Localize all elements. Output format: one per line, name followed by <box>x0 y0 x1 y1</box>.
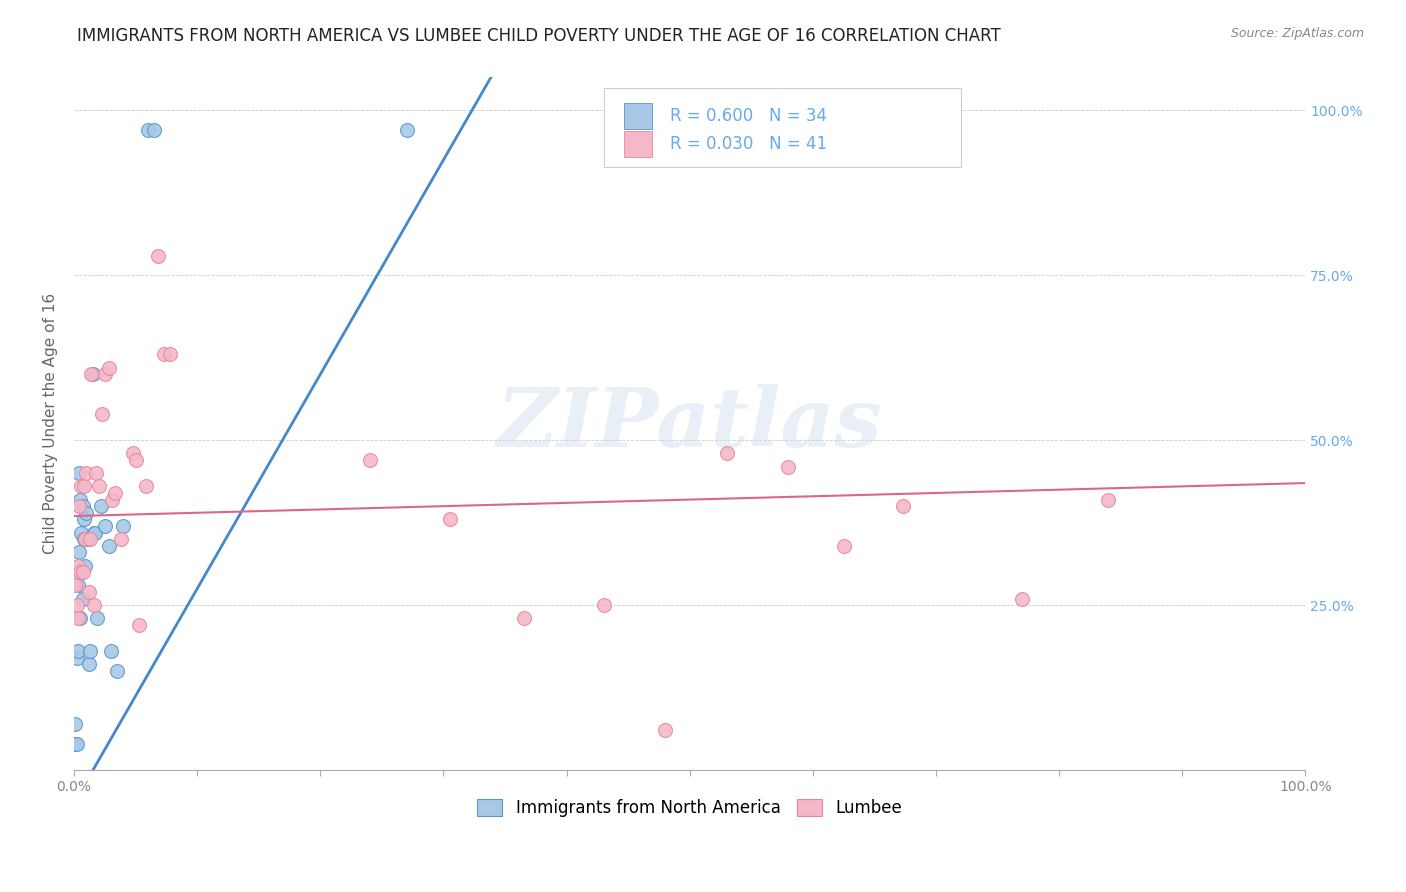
Point <box>832 539 855 553</box>
Point <box>159 347 181 361</box>
Point <box>94 519 117 533</box>
Point <box>66 611 89 625</box>
Point <box>75 506 97 520</box>
Point <box>72 565 94 579</box>
Point <box>73 512 96 526</box>
Point <box>69 611 91 625</box>
Point <box>128 618 150 632</box>
Point <box>112 519 135 533</box>
Point <box>65 737 87 751</box>
Point <box>110 532 132 546</box>
Point <box>75 558 97 573</box>
Point <box>70 565 93 579</box>
Point <box>70 525 93 540</box>
Point <box>439 512 461 526</box>
Point <box>87 479 110 493</box>
Point <box>66 578 89 592</box>
FancyBboxPatch shape <box>603 87 960 168</box>
Point <box>77 585 100 599</box>
Point <box>80 368 103 382</box>
Point <box>136 123 159 137</box>
Point <box>65 578 87 592</box>
Point <box>76 532 98 546</box>
Point <box>73 479 96 493</box>
Legend: Immigrants from North America, Lumbee: Immigrants from North America, Lumbee <box>471 792 908 824</box>
Point <box>146 248 169 262</box>
Point <box>91 407 114 421</box>
Text: IMMIGRANTS FROM NORTH AMERICA VS LUMBEE CHILD POVERTY UNDER THE AGE OF 16 CORREL: IMMIGRANTS FROM NORTH AMERICA VS LUMBEE … <box>77 27 1001 45</box>
Point <box>67 499 90 513</box>
Point <box>94 368 117 382</box>
Text: R = 0.030   N = 41: R = 0.030 N = 41 <box>671 135 827 153</box>
Text: R = 0.600   N = 34: R = 0.600 N = 34 <box>671 107 827 125</box>
Text: Source: ZipAtlas.com: Source: ZipAtlas.com <box>1230 27 1364 40</box>
Point <box>83 525 105 540</box>
Point <box>90 499 112 513</box>
Point <box>1097 492 1119 507</box>
Point <box>97 539 120 553</box>
Point <box>716 446 738 460</box>
Text: ZIPatlas: ZIPatlas <box>496 384 883 464</box>
Point <box>395 123 418 137</box>
Point <box>72 499 94 513</box>
Point <box>70 479 93 493</box>
Point <box>592 598 614 612</box>
Point <box>72 591 94 606</box>
Point <box>67 466 90 480</box>
Point <box>65 651 87 665</box>
Point <box>124 453 146 467</box>
Point <box>104 486 127 500</box>
Point <box>122 446 145 460</box>
Point <box>101 492 124 507</box>
Point <box>512 611 534 625</box>
Point <box>84 466 107 480</box>
Point <box>73 532 96 546</box>
Point <box>69 565 91 579</box>
Point <box>84 525 107 540</box>
Point <box>66 558 89 573</box>
Point <box>97 360 120 375</box>
Point <box>153 347 176 361</box>
Point <box>79 532 101 546</box>
Point <box>75 532 97 546</box>
Point <box>67 545 90 559</box>
Point <box>66 644 89 658</box>
Point <box>134 479 156 493</box>
Y-axis label: Child Poverty Under the Age of 16: Child Poverty Under the Age of 16 <box>44 293 58 554</box>
Point <box>105 664 128 678</box>
Point <box>69 492 91 507</box>
Point <box>778 459 800 474</box>
Point <box>82 368 104 382</box>
Point <box>654 723 676 738</box>
Point <box>65 716 87 731</box>
Point <box>77 657 100 672</box>
Point <box>79 644 101 658</box>
Point <box>359 453 381 467</box>
Point <box>143 123 166 137</box>
Point <box>86 611 108 625</box>
Point <box>83 598 105 612</box>
Point <box>65 737 87 751</box>
FancyBboxPatch shape <box>624 131 651 157</box>
Point <box>100 644 122 658</box>
Point <box>75 466 97 480</box>
FancyBboxPatch shape <box>624 103 651 129</box>
Point <box>1011 591 1033 606</box>
Point <box>65 598 87 612</box>
Point <box>891 499 914 513</box>
